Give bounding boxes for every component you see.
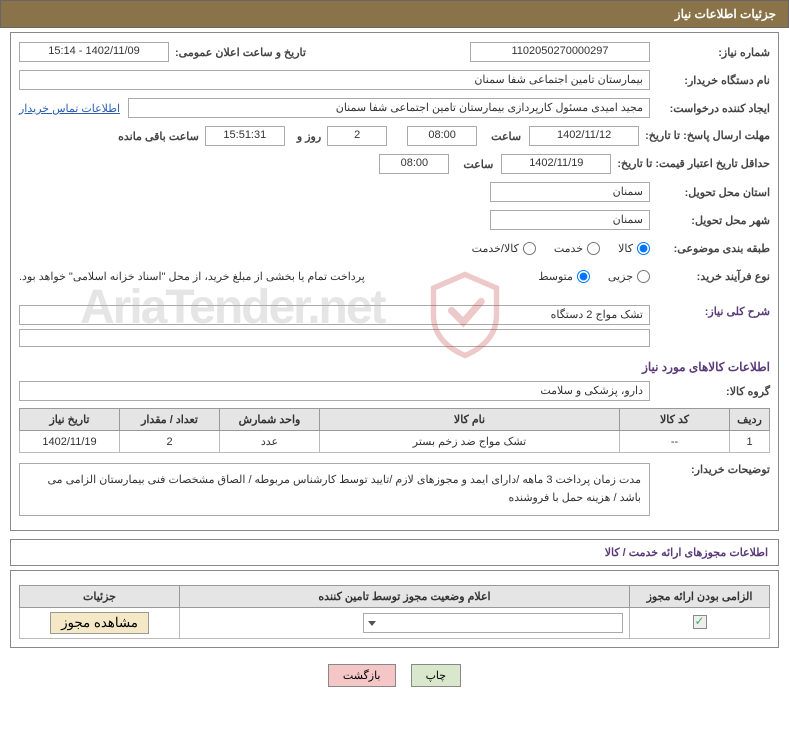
req-number-label: شماره نیاز: xyxy=(650,46,770,59)
province-value: سمنان xyxy=(490,182,650,202)
requester-value: مجید امیدی مسئول کارپردازی بیمارستان تام… xyxy=(128,98,650,118)
permit-section-title: اطلاعات مجوزهای ارائه خدمت / کالا xyxy=(605,547,768,559)
th-details: جزئیات xyxy=(20,586,180,608)
page-title: جزئیات اطلاعات نیاز xyxy=(675,7,776,21)
permit-mandatory-cell xyxy=(630,608,770,639)
th-qty: تعداد / مقدار xyxy=(120,409,220,431)
radio-goods-service[interactable]: کالا/خدمت xyxy=(472,242,536,255)
city-value: سمنان xyxy=(490,210,650,230)
cell-unit: عدد xyxy=(220,431,320,453)
province-label: استان محل تحویل: xyxy=(650,186,770,199)
th-status: اعلام وضعیت مجوز توسط تامین کننده xyxy=(180,586,630,608)
permit-row: مشاهده مجوز xyxy=(20,608,770,639)
summary-label: شرح کلی نیاز: xyxy=(650,305,770,318)
cell-code: -- xyxy=(620,431,730,453)
goods-table: ردیف کد کالا نام کالا واحد شمارش تعداد /… xyxy=(19,408,770,453)
cell-name: تشک مواج ضد زخم بستر xyxy=(320,431,620,453)
back-button[interactable]: بازگشت xyxy=(328,664,396,687)
announce-value: 1402/11/09 - 15:14 xyxy=(19,42,169,62)
deadline-time-label: ساعت xyxy=(485,130,521,143)
buyer-contact-link[interactable]: اطلاعات تماس خریدار xyxy=(19,102,120,115)
days-and-label: روز و xyxy=(291,130,321,143)
radio-medium-input[interactable] xyxy=(577,270,590,283)
requester-label: ایجاد کننده درخواست: xyxy=(650,102,770,115)
radio-service[interactable]: خدمت xyxy=(554,242,600,255)
cell-date: 1402/11/19 xyxy=(20,431,120,453)
goods-section-title: اطلاعات کالاهای مورد نیاز xyxy=(19,360,770,374)
time-remaining: 15:51:31 xyxy=(205,126,285,146)
radio-service-input[interactable] xyxy=(587,242,600,255)
deadline-label: مهلت ارسال پاسخ: تا تاریخ: xyxy=(639,129,770,143)
validity-time: 08:00 xyxy=(379,154,449,174)
th-mandatory: الزامی بودن ارائه مجوز xyxy=(630,586,770,608)
view-permit-button[interactable]: مشاهده مجوز xyxy=(50,612,149,634)
table-row: 1 -- تشک مواج ضد زخم بستر عدد 2 1402/11/… xyxy=(20,431,770,453)
th-date: تاریخ نیاز xyxy=(20,409,120,431)
cell-idx: 1 xyxy=(730,431,770,453)
permit-table: الزامی بودن ارائه مجوز اعلام وضعیت مجوز … xyxy=(19,585,770,639)
radio-medium[interactable]: متوسط xyxy=(538,270,590,283)
purchase-type-label: نوع فرآیند خرید: xyxy=(650,270,770,283)
purchase-note: پرداخت تمام یا بخشی از مبلغ خرید، از محل… xyxy=(19,270,365,283)
th-code: کد کالا xyxy=(620,409,730,431)
group-label: گروه کالا: xyxy=(650,385,770,398)
summary-value: تشک مواج 2 دستگاه xyxy=(19,305,650,325)
permit-status-cell xyxy=(180,608,630,639)
print-button[interactable]: چاپ xyxy=(411,664,462,687)
buyer-desc-value: مدت زمان پرداخت 3 ماهه /دارای ایمد و مجو… xyxy=(19,463,650,516)
th-row: ردیف xyxy=(730,409,770,431)
radio-goods-service-input[interactable] xyxy=(523,242,536,255)
req-number-value: 1102050270000297 xyxy=(470,42,650,62)
city-label: شهر محل تحویل: xyxy=(650,214,770,227)
announce-label: تاریخ و ساعت اعلان عمومی: xyxy=(169,46,306,59)
bottom-button-bar: چاپ بازگشت xyxy=(0,652,789,699)
summary-extra xyxy=(19,329,650,347)
page-header: جزئیات اطلاعات نیاز xyxy=(0,0,789,28)
deadline-time: 08:00 xyxy=(407,126,477,146)
category-radio-group: کالا خدمت کالا/خدمت xyxy=(472,242,650,255)
mandatory-checkbox xyxy=(693,615,707,629)
remaining-suffix: ساعت باقی مانده xyxy=(112,130,199,143)
permit-section-header: اطلاعات مجوزهای ارائه خدمت / کالا xyxy=(10,539,779,566)
purchase-type-radio-group: جزیی متوسط xyxy=(538,270,650,283)
cell-qty: 2 xyxy=(120,431,220,453)
permit-frame: الزامی بودن ارائه مجوز اعلام وضعیت مجوز … xyxy=(10,570,779,648)
main-form-frame: شماره نیاز: 1102050270000297 تاریخ و ساع… xyxy=(10,32,779,531)
buyer-desc-label: توضیحات خریدار: xyxy=(650,463,770,476)
days-remaining: 2 xyxy=(327,126,387,146)
radio-goods[interactable]: کالا xyxy=(618,242,650,255)
radio-partial-input[interactable] xyxy=(637,270,650,283)
validity-date: 1402/11/19 xyxy=(501,154,611,174)
th-unit: واحد شمارش xyxy=(220,409,320,431)
buyer-value: بیمارستان تامین اجتماعی شفا سمنان xyxy=(19,70,650,90)
group-value: دارو، پزشکی و سلامت xyxy=(19,381,650,401)
validity-time-label: ساعت xyxy=(457,158,493,171)
buyer-label: نام دستگاه خریدار: xyxy=(650,74,770,87)
chevron-down-icon xyxy=(368,621,376,626)
category-label: طبقه بندی موضوعی: xyxy=(650,242,770,255)
status-select[interactable] xyxy=(363,613,623,633)
permit-details-cell: مشاهده مجوز xyxy=(20,608,180,639)
deadline-date: 1402/11/12 xyxy=(529,126,639,146)
validity-label: حداقل تاریخ اعتبار قیمت: تا تاریخ: xyxy=(611,157,770,171)
radio-partial[interactable]: جزیی xyxy=(608,270,650,283)
radio-goods-input[interactable] xyxy=(637,242,650,255)
th-name: نام کالا xyxy=(320,409,620,431)
